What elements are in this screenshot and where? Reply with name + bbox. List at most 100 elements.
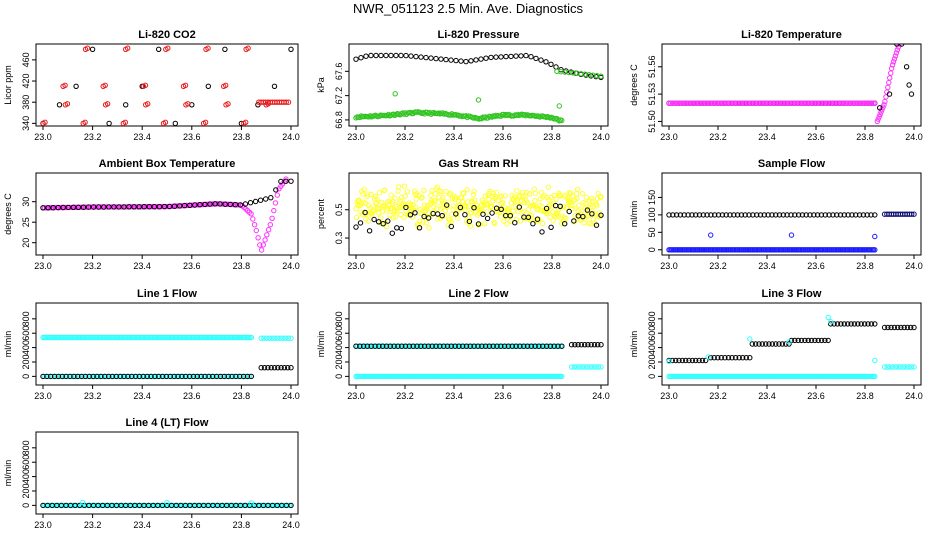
data-point-cyan-top <box>393 343 399 349</box>
data-point-black <box>765 212 771 218</box>
data-point-black-3 <box>759 341 765 347</box>
data-point-magenta-rise <box>892 53 899 59</box>
data-point-magenta <box>148 204 155 210</box>
data-point-black <box>101 204 107 210</box>
data-point-black <box>738 212 745 218</box>
data-point-magenta <box>690 100 696 106</box>
data-point-yellow <box>569 202 575 209</box>
data-point-black <box>513 343 519 349</box>
data-point-yellow <box>463 204 469 210</box>
data-point-red <box>62 82 68 89</box>
data-point-red <box>245 45 251 51</box>
data-point-yellow <box>500 199 506 206</box>
data-point-black-3 <box>786 341 792 347</box>
data-point-magenta-rise <box>881 102 887 108</box>
data-point-cyan-tail <box>574 364 580 370</box>
x-tick-label: 23.2 <box>84 261 102 271</box>
data-point-magenta <box>68 204 74 211</box>
data-point-yellow <box>423 220 429 226</box>
data-point-black <box>483 55 489 61</box>
data-point-red <box>182 82 189 89</box>
data-point-black <box>761 212 767 218</box>
y-axis-label: degrees C <box>629 64 639 106</box>
data-point-cyan-bottom <box>220 373 226 380</box>
data-point-black <box>389 230 395 236</box>
data-point-black <box>117 373 123 380</box>
data-point-black <box>89 46 96 52</box>
data-point-magenta <box>262 237 268 243</box>
data-point-magenta <box>830 100 836 106</box>
data-point-cyan-tail <box>576 364 583 370</box>
data-point-black-tail <box>278 365 284 371</box>
data-point-magenta <box>804 100 811 106</box>
data-point-black <box>731 212 737 218</box>
data-point-yellow <box>539 220 546 227</box>
data-point-cyan-tail <box>277 335 283 341</box>
data-point-black <box>376 219 382 225</box>
data-point-magenta <box>124 204 130 210</box>
y-axis-label: ml/min <box>316 331 326 358</box>
data-point-black <box>233 373 239 380</box>
data-point-magenta <box>668 100 674 106</box>
data-point-magenta <box>267 222 273 228</box>
data-point-yellow <box>401 183 408 189</box>
data-point-cyan-bottom <box>72 373 79 380</box>
data-point-black <box>425 215 432 221</box>
data-point-black <box>85 204 92 210</box>
data-point-yellow <box>497 213 504 220</box>
data-point-cyan-tail <box>568 364 575 370</box>
data-point-red <box>64 101 71 107</box>
data-point-green <box>385 111 392 118</box>
y-tick-label: 51.53 <box>647 83 657 106</box>
x-tick-label: 23.0 <box>347 391 365 401</box>
data-point-magenta <box>42 205 48 211</box>
data-point-yellow <box>589 198 595 205</box>
data-point-black <box>826 212 832 218</box>
data-point-black <box>438 56 444 62</box>
data-point-black <box>508 53 514 60</box>
data-point-black <box>583 72 589 78</box>
data-point-magenta <box>709 100 715 106</box>
data-point-black-2 <box>736 355 742 361</box>
data-point-cyan-top <box>389 343 395 349</box>
data-point-yellow <box>417 218 423 224</box>
data-point-yellow <box>356 197 362 203</box>
data-point-magenta <box>236 202 242 208</box>
data-point-black <box>217 373 224 380</box>
data-point-yellow <box>472 197 478 204</box>
data-point-black <box>593 222 600 228</box>
data-point-yellow <box>522 193 529 199</box>
points-group <box>666 314 917 380</box>
data-point-magenta-rise <box>888 65 895 72</box>
data-point-cyan-bottom <box>242 373 249 380</box>
y-axis-label: ml/min <box>629 201 639 228</box>
x-tick-label: 23.6 <box>807 391 825 401</box>
data-point-black <box>353 224 359 230</box>
data-point-yellow <box>491 220 498 227</box>
y-tick-label: 25 <box>21 217 31 227</box>
data-point-black <box>518 53 524 59</box>
data-point-black <box>247 200 254 206</box>
data-point-black <box>837 212 844 218</box>
data-point-black <box>853 212 859 218</box>
data-point-yellow <box>445 199 451 205</box>
data-point-black <box>90 204 97 210</box>
data-point-cyan-top <box>248 334 255 341</box>
data-point-black-2 <box>747 355 753 361</box>
data-point-yellow <box>482 193 488 199</box>
data-point-black <box>480 211 486 217</box>
data-point-yellow <box>383 223 390 230</box>
data-point-yellow <box>452 195 459 201</box>
data-point-cyan-top <box>446 343 453 349</box>
data-point-black <box>383 52 389 59</box>
data-point-yellow <box>373 200 380 206</box>
data-point-black-2 <box>718 355 724 361</box>
data-point-black-tail <box>285 365 291 371</box>
data-point-black <box>534 216 541 222</box>
data-point-magenta <box>825 100 831 106</box>
data-point-magenta <box>113 204 120 210</box>
data-point-black <box>845 212 851 218</box>
data-point-magenta <box>835 100 842 106</box>
data-point-black <box>580 213 586 220</box>
data-point-black <box>198 373 204 380</box>
